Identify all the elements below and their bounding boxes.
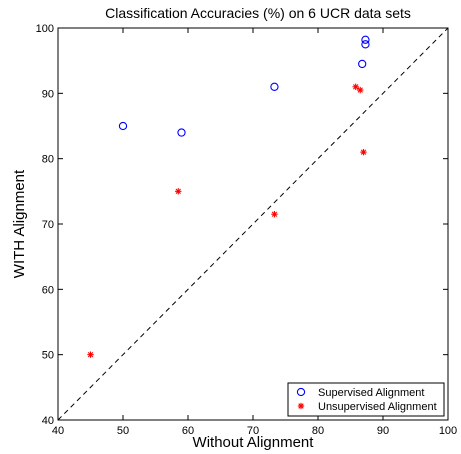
x-axis: 40 50 60 70 80 90 100 — [52, 28, 457, 437]
data-points — [87, 35, 370, 358]
unsupervised-point — [360, 148, 367, 156]
x-tick-label: 70 — [247, 425, 259, 437]
supervised-point — [358, 59, 367, 69]
legend-marker-supervised — [296, 387, 306, 397]
y-tick-label: 40 — [42, 415, 54, 427]
diagonal-reference-line — [57, 27, 449, 421]
x-tick-label: 90 — [377, 425, 389, 437]
supervised-point — [361, 40, 370, 49]
x-tick-label: 100 — [439, 425, 457, 437]
supervised-point — [270, 82, 279, 91]
x-tick-label: 80 — [312, 425, 324, 437]
unsupervised-point — [87, 351, 94, 358]
star-stroke — [271, 211, 278, 217]
legend-label: Supervised Alignment — [318, 387, 424, 399]
y-tick-label: 90 — [42, 88, 54, 100]
y-tick-label: 100 — [36, 23, 54, 35]
star-stroke — [353, 84, 359, 90]
star-stroke — [87, 351, 94, 358]
unsupervised-point — [352, 83, 359, 90]
y-axis-label: WITH Alignment — [11, 169, 28, 278]
star-stroke — [360, 149, 367, 155]
star-stroke — [298, 403, 304, 409]
legend-marker-unsupervised — [297, 402, 305, 410]
legend-box — [287, 382, 445, 417]
x-tick-label: 60 — [182, 425, 194, 437]
legend-label: Unsupervised Alignment — [318, 401, 437, 413]
y-axis: 40 50 60 70 80 90 100 — [36, 23, 448, 427]
supervised-point — [177, 128, 186, 137]
x-tick-label: 50 — [117, 425, 129, 437]
y-tick-label: 80 — [42, 154, 54, 166]
y-tick-label: 70 — [42, 219, 54, 231]
x-axis-label: Without Alignment — [193, 434, 315, 451]
unsupervised-point — [271, 211, 278, 218]
supervised-point — [118, 121, 128, 131]
supervised-point — [361, 35, 370, 44]
y-tick-label: 50 — [42, 350, 54, 362]
legend: Supervised Alignment Unsupervised Alignme… — [287, 382, 445, 417]
x-tick-label: 40 — [52, 425, 64, 437]
y-tick-label: 60 — [42, 284, 54, 296]
unsupervised-point — [357, 86, 364, 94]
star-stroke — [357, 87, 363, 93]
star-stroke — [175, 188, 181, 195]
unsupervised-point — [175, 188, 182, 195]
chart-title: Classification Accuracies (%) on 6 UCR d… — [105, 5, 411, 21]
